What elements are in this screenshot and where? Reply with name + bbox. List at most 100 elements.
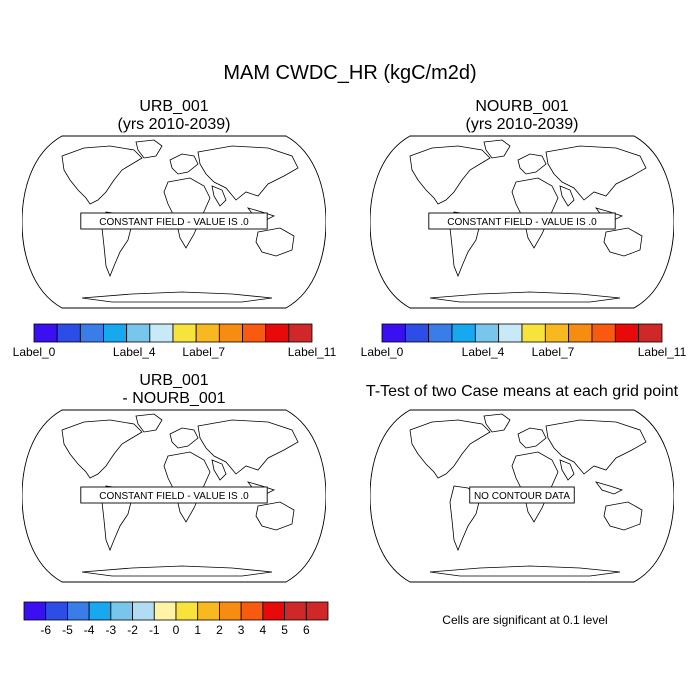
map-panel-urb-coastline-3 [169,153,199,175]
colorbar-urb-label-3: Label_11 [288,345,337,359]
panel-title-diff: URB_001 - NOURB_001 [122,372,226,407]
colorbar-diff-label-12: 6 [303,623,310,637]
colorbar-urb-label-2: Label_7 [182,345,225,359]
colorbar-diff-label-11: 5 [281,623,288,637]
colorbar-nourb-swatch-2 [428,323,453,343]
map-panel-diff-coastline-4 [163,451,211,523]
colorbar-diff-label-1: -5 [62,623,73,637]
colorbar-urb-swatch-3 [103,323,128,343]
map-panel-urb-message-box [80,212,268,230]
map-panel-nourb-coastline-1 [483,139,511,159]
colorbar-nourb: Label_0 Label_4 Label_7 Label_11 [361,323,687,359]
colorbar-nourb-swatch-1 [404,323,430,343]
colorbar-diff-label-8: 2 [216,623,223,637]
map-panel-diff-message: CONSTANT FIELD - VALUE IS .0 [99,491,249,502]
colorbar-nourb-label-1: Label_4 [462,345,505,359]
colorbar-diff-swatch-2 [67,601,90,621]
panel-title-ttest: T-Test of two Case means at each grid po… [365,383,679,400]
colorbar-diff-swatch-0 [23,601,47,621]
colorbar-urb-swatch-1 [56,323,81,343]
colorbar-diff-swatch-9 [219,601,242,621]
map-panel-ttest-coastline-7 [594,481,624,495]
panel-title-urb: URB_001 (yrs 2010-2039) [117,98,231,133]
colorbar-urb-swatch-10 [265,323,290,343]
colorbar-urb-swatch-2 [79,323,104,343]
colorbar-nourb-label-3: Label_11 [638,345,687,359]
colorbar-diff-swatch-8 [197,601,220,621]
colorbar-diff-label-4: -2 [127,623,138,637]
colorbar-urb-label-1: Label_4 [113,345,156,359]
colorbar-nourb-swatch-4 [474,323,500,343]
map-panel-ttest-coastline-0 [409,419,491,479]
colorbar-diff-label-7: 1 [194,623,201,637]
colorbar-diff-label-6: 0 [173,623,180,637]
colorbar-diff-label-2: -4 [84,623,95,637]
colorbar-diff-swatch-5 [132,601,155,621]
colorbar-urb-swatch-9 [242,323,267,343]
significance-note: Cells are significant at 0.1 level [442,613,608,627]
colorbar-nourb-swatch-11 [638,323,663,343]
colorbar-diff-label-9: 3 [238,623,245,637]
map-panel-nourb-coastline-6 [559,185,575,207]
map-panel-urb-message: CONSTANT FIELD - VALUE IS .0 [99,217,249,228]
colorbar-nourb-swatch-3 [451,323,476,343]
map-panel-ttest-coastline-3 [517,427,547,449]
colorbar-nourb-swatch-7 [544,323,570,343]
colorbar-diff-swatch-12 [284,601,307,621]
map-panel-urb-coastline-0 [61,145,143,205]
map-panel-diff-message-box [80,486,268,504]
map-panel-diff-coastline-8 [255,501,295,531]
map-panel-nourb-message: CONSTANT FIELD - VALUE IS .0 [447,217,597,228]
map-panel-ttest-coastline-6 [559,459,575,481]
colorbar-diff-label-5: -1 [149,623,160,637]
map-panel-ttest-coastline-8 [603,501,643,531]
colorbar-diff-swatch-6 [153,601,177,621]
map-panel-nourb-coastline-9 [429,291,621,303]
map-panel-ttest-message: NO CONTOUR DATA [474,491,570,502]
colorbar-nourb-swatch-9 [591,323,616,343]
colorbar-nourb-swatch-0 [381,323,406,343]
colorbar-nourb-swatch-10 [614,323,640,343]
map-panel-nourb-coastline-0 [409,145,491,205]
map-panel-nourb-coastline-3 [517,153,547,175]
colorbar-urb-label-0: Label_0 [13,345,56,359]
colorbar-nourb-swatch-5 [498,323,523,343]
map-panel-nourb: CONSTANT FIELD - VALUE IS .0 [370,135,674,309]
map-panel-nourb-coastline-5 [545,145,647,201]
colorbar-diff-swatch-1 [45,601,68,621]
colorbar-urb-swatch-6 [172,323,197,343]
colorbar-diff-swatch-11 [262,601,285,621]
map-panel-diff-coastline-6 [211,459,227,481]
map-panel-diff-coastline-1 [135,413,163,433]
colorbar-urb-swatch-11 [288,323,313,343]
colorbar-nourb-swatch-8 [568,323,593,343]
map-panel-ttest-message-box [469,486,575,504]
colorbar-diff-label-10: 4 [260,623,267,637]
colorbar-nourb-label-0: Label_0 [361,345,404,359]
colorbar-diff-swatch-3 [88,601,112,621]
map-panel-ttest-coastline-1 [483,413,511,433]
map-panel-diff-coastline-9 [81,565,273,577]
map-panel-urb: CONSTANT FIELD - VALUE IS .0 [22,135,326,309]
colorbar-urb-swatch-4 [126,323,151,343]
colorbar-diff: -6 -5 -4 -3 -2 -1 0 1 2 3 4 5 6 [23,601,329,637]
map-panel-ttest-coastline-4 [511,451,559,523]
colorbar-diff-label-3: -3 [106,623,117,637]
colorbar-nourb-swatch-6 [521,323,546,343]
map-panel-nourb-message-box [428,212,616,230]
map-panel-diff-coastline-5 [197,419,299,475]
colorbar-nourb-label-2: Label_7 [532,345,575,359]
colorbar-urb-swatch-5 [149,323,174,343]
figure-title: MAM CWDC_HR (kgC/m2d) [223,62,477,84]
map-panel-nourb-coastline-4 [511,177,559,249]
colorbar-urb-swatch-8 [218,323,243,343]
map-panel-urb-coastline-8 [255,227,295,257]
map-panel-urb-coastline-6 [211,185,227,207]
map-panel-nourb-coastline-8 [603,227,643,257]
map-panel-ttest: NO CONTOUR DATA [370,409,674,583]
map-panel-urb-coastline-5 [197,145,299,201]
map-panel-ttest-coastline-5 [545,419,647,475]
map-panel-urb-coastline-9 [81,291,273,303]
map-panel-urb-coastline-4 [163,177,211,249]
map-panel-diff-coastline-3 [169,427,199,449]
